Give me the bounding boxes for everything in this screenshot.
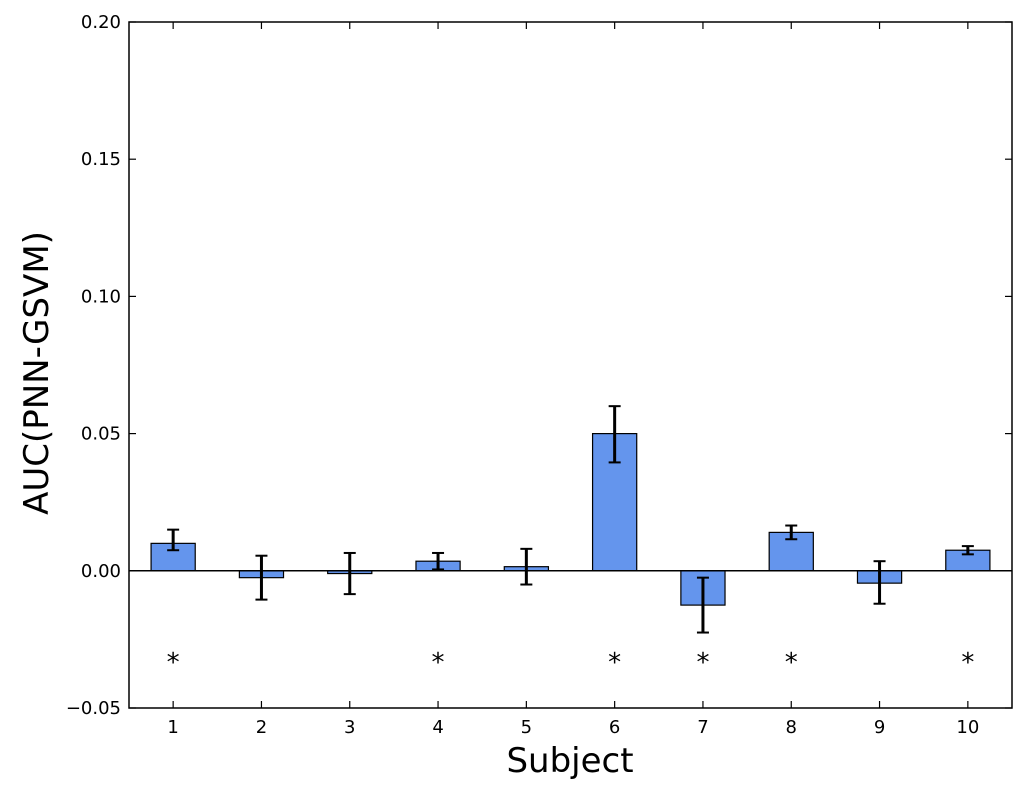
x-axis-title: Subject bbox=[506, 741, 633, 781]
error-bar bbox=[608, 405, 621, 464]
y-axis-title: AUC(PNN-GSVM) bbox=[17, 231, 57, 515]
y-tick-label: 0.00 bbox=[81, 561, 121, 582]
x-tick-label: 9 bbox=[874, 717, 885, 738]
y-tick-label: 0.15 bbox=[81, 149, 121, 170]
error-bar bbox=[961, 545, 974, 556]
error-bar bbox=[696, 576, 709, 634]
error-bar bbox=[785, 524, 798, 541]
error-bar bbox=[343, 551, 356, 596]
significance-marker: * bbox=[961, 648, 974, 678]
error-bar bbox=[432, 551, 445, 571]
x-tick-label: 3 bbox=[344, 717, 355, 738]
x-tick-label: 1 bbox=[167, 717, 178, 738]
x-tick-label: 10 bbox=[956, 717, 979, 738]
y-tick-label: 0.10 bbox=[81, 286, 121, 307]
y-tick-label: 0.05 bbox=[81, 424, 121, 445]
x-tick-label: 5 bbox=[521, 717, 532, 738]
x-tick-label: 6 bbox=[609, 717, 620, 738]
error-bar bbox=[167, 528, 180, 552]
y-tick-label: 0.20 bbox=[81, 12, 121, 33]
significance-marker: * bbox=[432, 648, 445, 678]
error-bar bbox=[255, 554, 268, 601]
error-bar bbox=[520, 547, 533, 586]
x-tick-label: 2 bbox=[256, 717, 267, 738]
y-tick-label: −0.05 bbox=[66, 698, 121, 719]
significance-marker: * bbox=[785, 648, 798, 678]
significance-marker: * bbox=[167, 648, 180, 678]
x-tick-label: 4 bbox=[432, 717, 443, 738]
plot-frame bbox=[128, 21, 1013, 709]
x-tick-label: 8 bbox=[786, 717, 797, 738]
significance-marker: * bbox=[696, 648, 709, 678]
error-bar bbox=[873, 560, 886, 605]
significance-marker: * bbox=[608, 648, 621, 678]
x-tick-label: 7 bbox=[697, 717, 708, 738]
